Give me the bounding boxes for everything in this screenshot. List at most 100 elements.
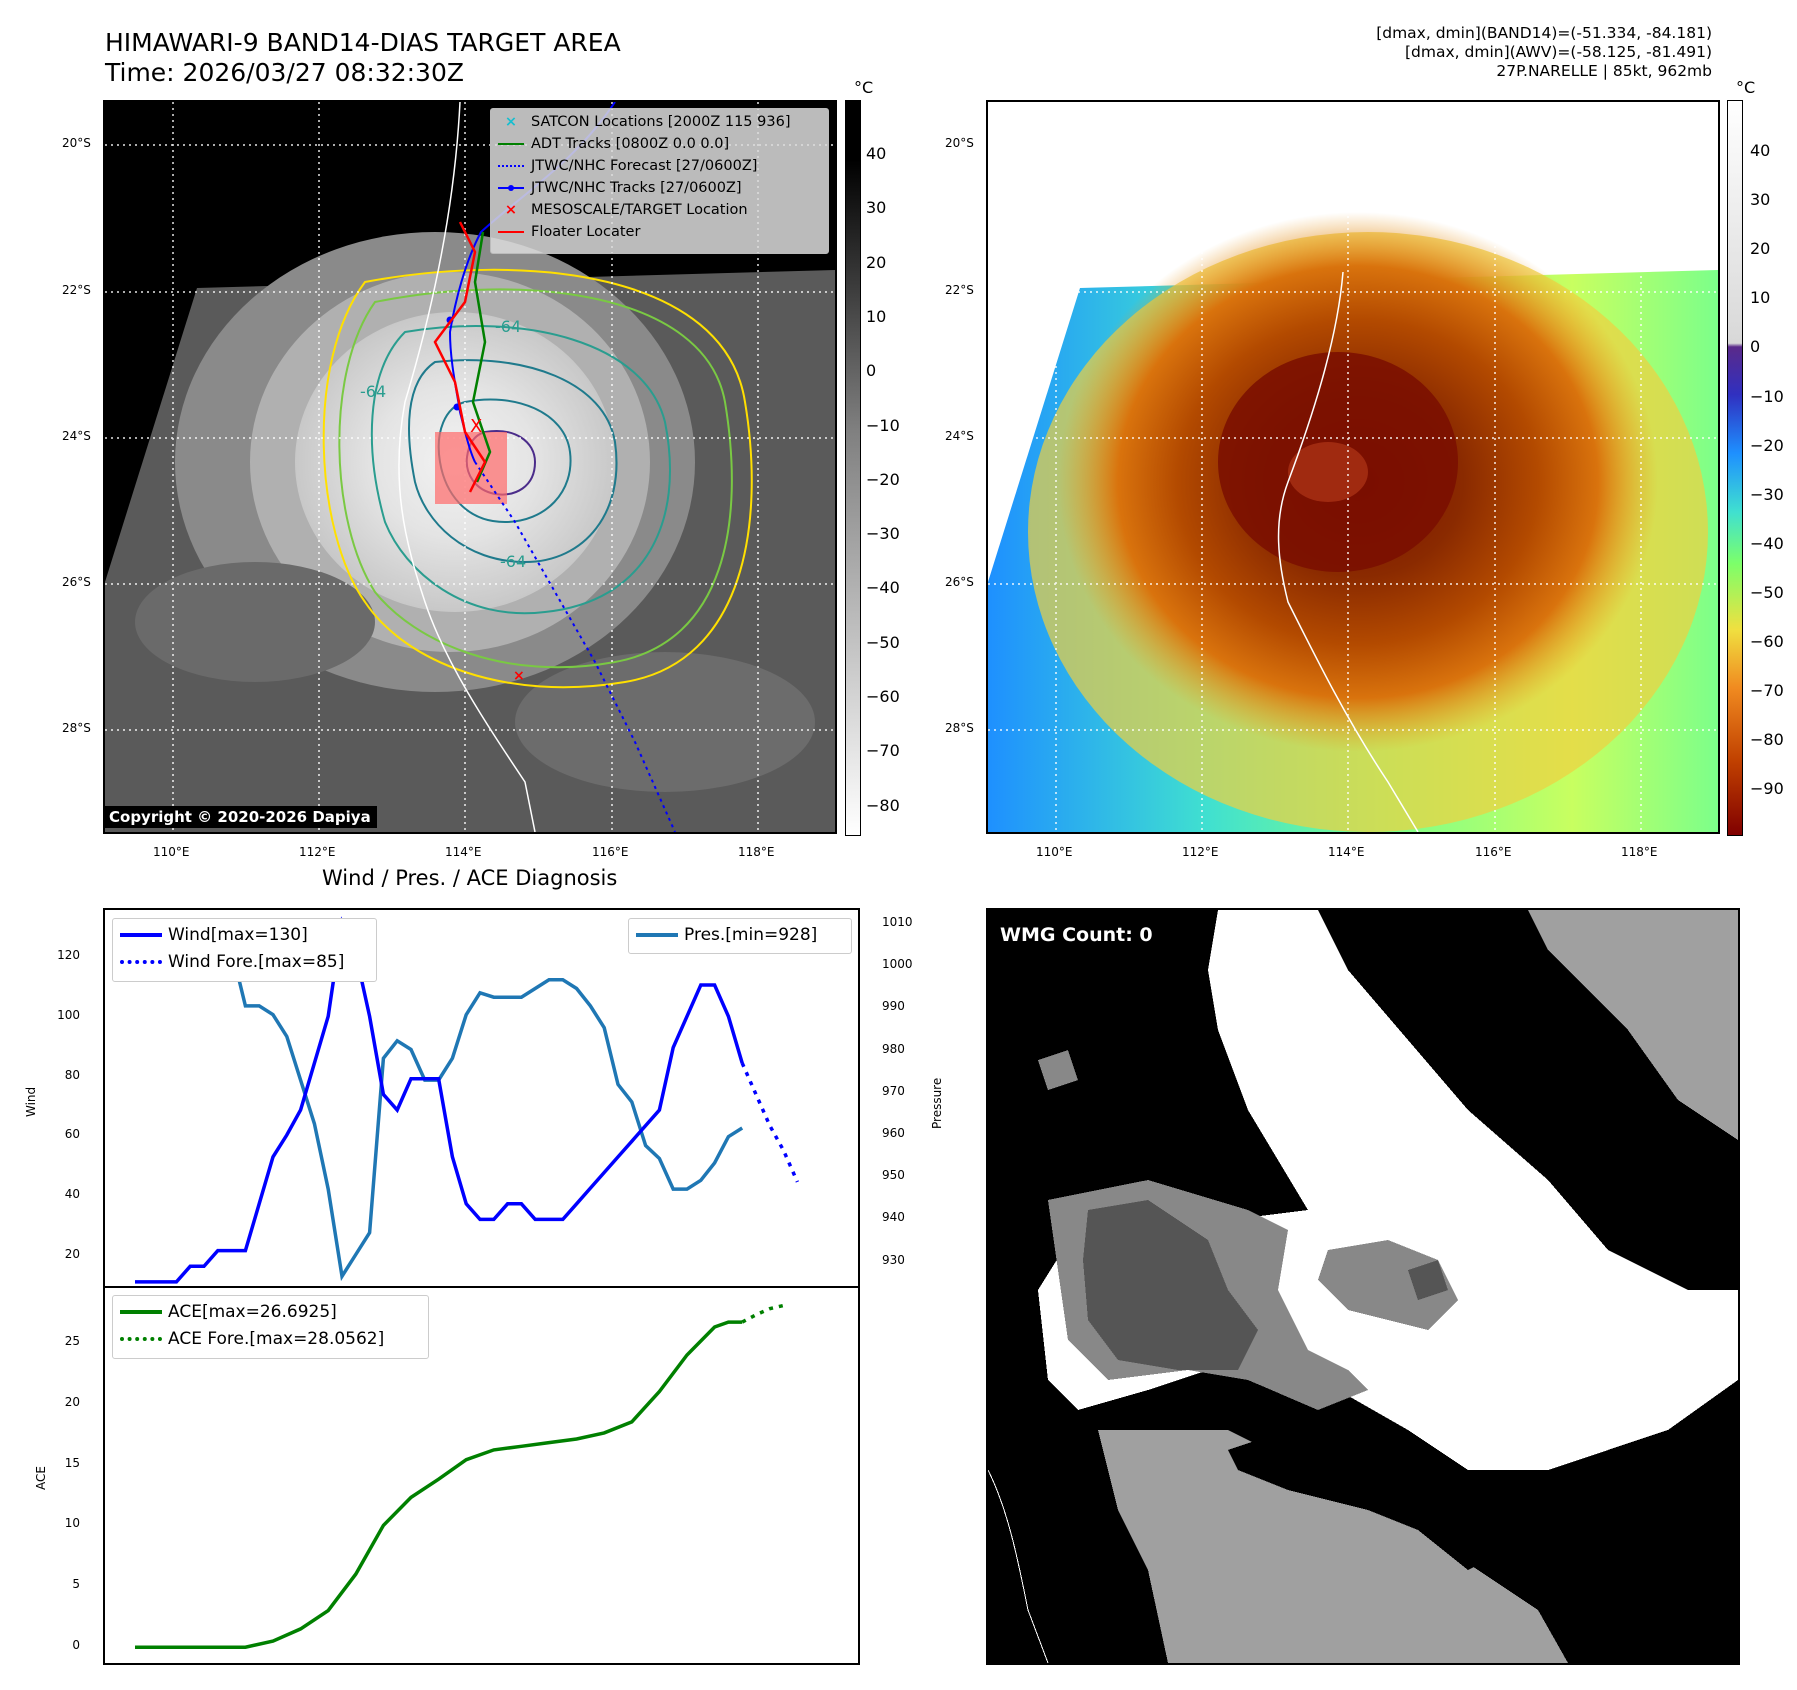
colorbar-color: [1727, 100, 1743, 836]
ace-legend: ACE[max=26.6925] ACE Fore.[max=28.0562]: [112, 1295, 429, 1359]
lon-label: 110°E: [1036, 845, 1073, 859]
colorbar-gray: [845, 100, 861, 836]
legend-ace-fore-label: ACE Fore.[max=28.0562]: [168, 1329, 385, 1349]
axis-tick-label: 20: [64, 1247, 80, 1261]
contour-label: -64: [495, 317, 522, 336]
axis-tick-label: 20: [64, 1394, 80, 1409]
lon-label: 114°E: [445, 845, 482, 859]
lon-label: 118°E: [1621, 845, 1658, 859]
lat-label: 28°S: [945, 721, 974, 735]
svg-text:X: X: [470, 416, 482, 437]
lon-label: 114°E: [1328, 845, 1365, 859]
colorbar-tick: −20: [1750, 435, 1784, 455]
red-x-marker-icon: ×: [504, 202, 518, 218]
colorbar-tick: 10: [866, 306, 887, 326]
wmg-map: [986, 908, 1740, 1665]
colorbar-tick: −70: [866, 741, 900, 761]
lat-label: 26°S: [62, 575, 91, 589]
dmax-band14: [dmax, dmin](BAND14)=(-51.334, -84.181): [1376, 24, 1712, 42]
lat-label: 22°S: [945, 283, 974, 297]
lat-label: 24°S: [945, 429, 974, 443]
colorbar-tick: −60: [1750, 632, 1784, 651]
axis-tick-label: 120: [57, 948, 80, 962]
axis-tick-label: 80: [64, 1067, 80, 1082]
ace-panel: [103, 1286, 860, 1665]
legend-adt: ADT Tracks [0800Z 0.0 0.0]: [491, 133, 729, 155]
pressure-legend: Pres.[min=928]: [628, 918, 852, 954]
lat-label: 28°S: [62, 721, 91, 735]
colorbar-tick: −80: [866, 795, 900, 815]
axis-tick-label: 940: [882, 1210, 905, 1225]
ace-axis-label: ACE: [34, 1466, 48, 1490]
legend-wind-label: Wind[max=130]: [168, 925, 308, 945]
colorbar-tick: −40: [866, 578, 900, 598]
wmg-count: WMG Count: 0: [1000, 924, 1153, 946]
ace-line-icon: [113, 1310, 168, 1314]
legend-jtwc-forecast-label: JTWC/NHC Forecast [27/0600Z]: [531, 158, 758, 174]
lon-label: 116°E: [592, 845, 629, 859]
pressure-axis-label: Pressure: [930, 1077, 944, 1129]
colorbar-tick: 40: [866, 144, 887, 163]
legend-satcon-label: SATCON Locations [2000Z 115 936]: [531, 114, 791, 130]
colorbar-tick: −20: [866, 469, 900, 489]
axis-tick-label: 970: [882, 1083, 905, 1098]
ace-forecast-series-line: [741, 1303, 784, 1324]
colorbar-tick: −90: [1750, 779, 1784, 799]
colorbar-tick: −60: [866, 687, 900, 706]
ace-series-line: [135, 1320, 743, 1649]
legend-jtwc-forecast: JTWC/NHC Forecast [27/0600Z]: [491, 155, 757, 177]
wind-legend: Wind[max=130] Wind Fore.[max=85]: [112, 918, 377, 982]
axis-tick-label: 60: [64, 1127, 80, 1142]
axis-tick-label: 5: [72, 1577, 80, 1592]
red-line-icon: [491, 231, 531, 233]
colorbar-tick: 0: [1750, 337, 1761, 357]
legend-satcon: × SATCON Locations [2000Z 115 936]: [491, 111, 791, 133]
colorbar-tick: −70: [1750, 681, 1784, 701]
colorbar-tick: −40: [1750, 533, 1784, 553]
colorbar-tick: 20: [866, 252, 887, 272]
legend-pres-label: Pres.[min=928]: [684, 925, 818, 945]
ir-color-map: [986, 100, 1720, 834]
colorbar-tick: −10: [866, 415, 900, 435]
copyright-badge: Copyright © 2020-2026 Dapiya: [103, 806, 377, 828]
lon-label: 118°E: [738, 845, 775, 859]
legend-floater: Floater Locater: [491, 221, 640, 243]
axis-tick-label: 990: [882, 999, 905, 1014]
svg-text:×: ×: [513, 668, 525, 684]
ir-gray-map-svg: X ×: [105, 102, 835, 832]
colorbar-tick: 10: [1750, 288, 1771, 308]
colorbar-tick: 30: [866, 198, 887, 218]
axis-tick-label: 950: [882, 1168, 905, 1183]
axis-tick-label: 40: [64, 1187, 80, 1202]
title-line-1: HIMAWARI-9 BAND14-DIAS TARGET AREA: [105, 28, 621, 57]
axis-tick-label: 1010: [882, 915, 913, 929]
legend-wind: Wind[max=130]: [113, 924, 308, 946]
lat-label: 20°S: [945, 136, 974, 150]
lon-label: 116°E: [1475, 845, 1512, 859]
legend-ace-fore: ACE Fore.[max=28.0562]: [113, 1328, 384, 1350]
title-line-2: Time: 2026/03/27 08:32:30Z: [105, 58, 464, 87]
ace-fore-line-icon: [113, 1337, 168, 1341]
wind-series-line: [135, 916, 744, 1284]
contour-label-2: -64: [360, 382, 387, 401]
ir-color-map-svg: [988, 102, 1718, 832]
lon-label: 112°E: [299, 845, 336, 859]
legend-pres: Pres.[min=928]: [629, 924, 817, 946]
colorbar-tick: −50: [1750, 582, 1784, 602]
green-line-icon: [491, 143, 531, 145]
legend-ace-label: ACE[max=26.6925]: [168, 1302, 337, 1322]
colorbar-color-unit: °C: [1736, 78, 1756, 97]
axis-tick-label: 25: [64, 1334, 80, 1348]
colorbar-tick: 40: [1750, 141, 1771, 160]
storm-name: 27P.NARELLE | 85kt, 962mb: [1496, 62, 1712, 80]
axis-tick-label: 15: [64, 1455, 80, 1470]
legend-adt-label: ADT Tracks [0800Z 0.0 0.0]: [531, 136, 730, 152]
lon-label: 112°E: [1182, 845, 1219, 859]
axis-tick-label: 1000: [882, 957, 913, 972]
wind-line-icon: [113, 933, 168, 937]
legend-jtwc-tracks: JTWC/NHC Tracks [27/0600Z]: [491, 177, 742, 199]
legend-wind-fore: Wind Fore.[max=85]: [113, 951, 344, 973]
lat-label: 20°S: [62, 136, 91, 150]
colorbar-tick: 20: [1750, 239, 1771, 259]
colorbar-tick: −30: [1750, 484, 1784, 504]
